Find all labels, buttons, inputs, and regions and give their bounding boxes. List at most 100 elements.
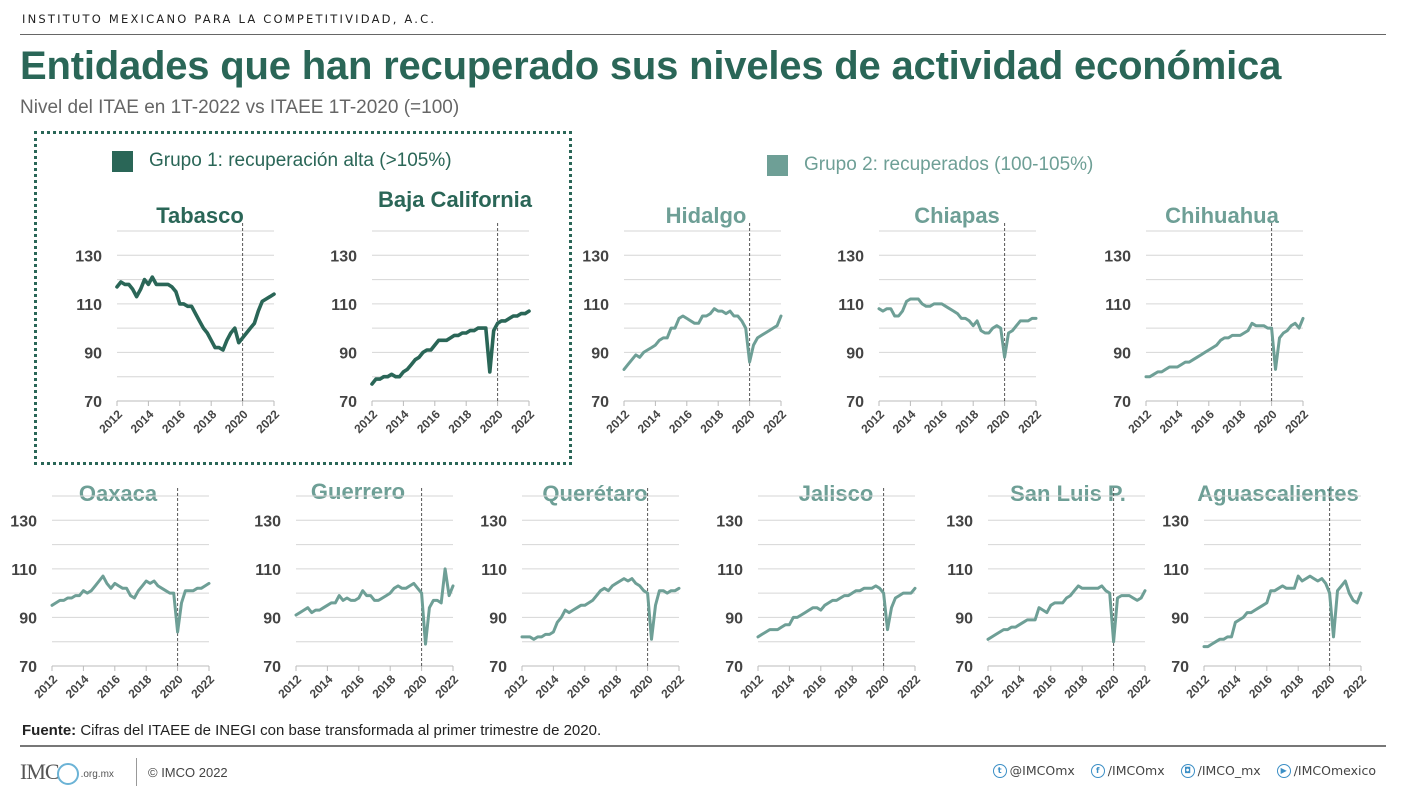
- series-line: [520, 577, 681, 641]
- panel-title: Guerrero: [310, 479, 406, 504]
- logo-text: IMC: [20, 759, 60, 784]
- legend-label-group2: Grupo 2: recuperados (100-105%): [804, 154, 1094, 175]
- facebook-icon: f: [1090, 763, 1105, 778]
- x-tick-label: 2020: [1309, 672, 1338, 701]
- y-tick-label: 90: [489, 610, 507, 627]
- copyright: © IMCO 2022: [148, 765, 228, 780]
- y-tick-label: 90: [955, 610, 973, 627]
- y-tick-label: 110: [1163, 562, 1189, 579]
- panel-title: Chihuahua: [1165, 203, 1279, 228]
- legend-group1: Grupo 1: recuperación alta (>105%): [112, 150, 452, 172]
- legend-group2: Grupo 2: recuperados (100-105%): [767, 154, 1093, 176]
- y-tick-label: 110: [838, 297, 864, 314]
- y-tick-label: 130: [10, 513, 37, 530]
- group1-highlight-box: [34, 131, 572, 465]
- y-tick-label: 90: [846, 345, 864, 362]
- social-instagram[interactable]: ◘/IMCO_mx: [1180, 763, 1261, 778]
- series-line: [1202, 574, 1363, 649]
- y-tick-label: 130: [75, 248, 102, 265]
- y-tick-label: 110: [481, 562, 507, 579]
- source-text: Cifras del ITAEE de INEGI con base trans…: [76, 722, 602, 739]
- social-label: /IMCOmx: [1107, 763, 1165, 778]
- footer-separator: [136, 758, 137, 786]
- y-tick-label: 70: [19, 659, 37, 676]
- y-tick-label: 70: [263, 659, 281, 676]
- panel-title: Querétaro: [542, 481, 648, 506]
- social-youtube[interactable]: ▶/IMCOmexico: [1276, 763, 1376, 778]
- social-facebook[interactable]: f/IMCOmx: [1090, 763, 1165, 778]
- y-tick-label: 110: [947, 562, 973, 579]
- organization-name: INSTITUTO MEXICANO PARA LA COMPETITIVIDA…: [22, 12, 437, 26]
- y-tick-label: 110: [255, 562, 281, 579]
- instagram-icon: ◘: [1180, 763, 1195, 778]
- y-tick-label: 130: [330, 248, 357, 265]
- panel-title: San Luis P.: [1010, 481, 1126, 506]
- page-subtitle: Nivel del ITAE en 1T-2022 vs ITAEE 1T-20…: [20, 97, 460, 118]
- footer-divider: [20, 745, 1386, 747]
- y-tick-label: 90: [1113, 345, 1131, 362]
- y-tick-label: 70: [1113, 394, 1131, 411]
- panel-title: Chiapas: [914, 203, 1000, 228]
- header-divider: [20, 34, 1386, 35]
- y-tick-label: 70: [489, 659, 507, 676]
- panel-title: Baja California: [377, 187, 533, 212]
- x-tick-label: 2012: [1183, 672, 1212, 701]
- x-tick-label: 2018: [1278, 672, 1307, 701]
- series-line: [50, 574, 211, 634]
- legend-label-group1: Grupo 1: recuperación alta (>105%): [149, 150, 452, 171]
- y-tick-label: 70: [591, 394, 609, 411]
- source-label: Fuente:: [22, 722, 77, 739]
- series-line: [1144, 316, 1305, 379]
- y-tick-label: 110: [1105, 297, 1131, 314]
- y-tick-label: 90: [19, 610, 37, 627]
- y-tick-label: 130: [946, 513, 973, 530]
- y-tick-label: 70: [725, 659, 743, 676]
- social-links: t @IMCOmx f/IMCOmx ◘/IMCO_mx ▶/IMCOmexico: [992, 763, 1376, 778]
- social-label: /IMCO_mx: [1197, 763, 1261, 778]
- y-tick-label: 90: [339, 345, 357, 362]
- imco-logo[interactable]: IMC .org.mx: [20, 759, 114, 785]
- y-tick-label: 90: [725, 610, 743, 627]
- y-tick-label: 110: [717, 562, 743, 579]
- y-tick-label: 90: [591, 345, 609, 362]
- series-line: [294, 567, 455, 646]
- series-line: [622, 307, 783, 371]
- y-tick-label: 90: [263, 610, 281, 627]
- panel-title: Aguascalientes: [1197, 481, 1359, 506]
- social-label: /IMCOmexico: [1293, 763, 1376, 778]
- y-tick-label: 110: [11, 562, 37, 579]
- series-line: [756, 584, 917, 639]
- y-tick-label: 70: [1171, 659, 1189, 676]
- y-tick-label: 130: [480, 513, 507, 530]
- social-label: @IMCOmx: [1009, 763, 1075, 778]
- logo-swirl-icon: [56, 763, 79, 785]
- y-tick-label: 130: [582, 248, 609, 265]
- panel-title: Tabasco: [156, 203, 244, 228]
- y-tick-label: 130: [1162, 513, 1189, 530]
- y-tick-label: 110: [331, 297, 357, 314]
- panel-title: Hidalgo: [665, 203, 747, 228]
- panel-title: Jalisco: [798, 481, 874, 506]
- logo-domain: .org.mx: [80, 769, 114, 780]
- y-tick-label: 70: [84, 394, 102, 411]
- y-tick-label: 130: [1104, 248, 1131, 265]
- series-line: [986, 584, 1147, 644]
- y-tick-label: 90: [1171, 610, 1189, 627]
- y-tick-label: 70: [955, 659, 973, 676]
- twitter-icon: t: [992, 763, 1007, 778]
- y-tick-label: 130: [837, 248, 864, 265]
- social-twitter[interactable]: t @IMCOmx: [992, 763, 1075, 778]
- y-tick-label: 70: [339, 394, 357, 411]
- series-line: [115, 275, 276, 352]
- panel-title: Oaxaca: [78, 481, 158, 506]
- youtube-icon: ▶: [1276, 763, 1291, 778]
